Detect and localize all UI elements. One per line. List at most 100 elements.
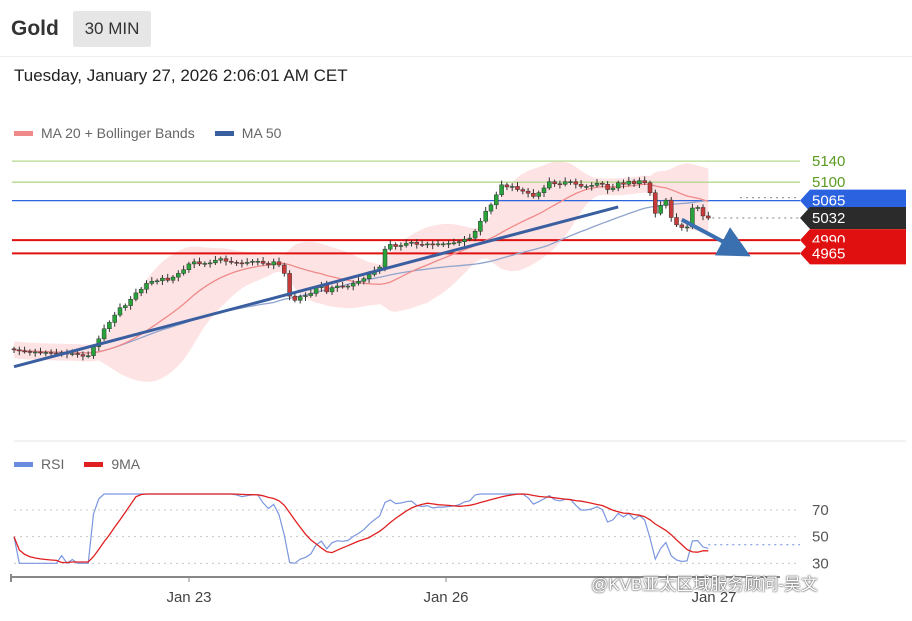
candle-body	[43, 352, 49, 354]
candle-body	[48, 352, 54, 354]
candle-body	[191, 261, 197, 265]
rsi-swatch	[14, 461, 33, 467]
candle-body	[292, 295, 298, 301]
candlestick-series	[11, 176, 711, 361]
candle-body	[128, 298, 133, 306]
chart-header: Gold 30 MIN	[0, 0, 912, 57]
candle-body	[494, 194, 499, 206]
x-axis: Jan 23 Jan 26 Jan 27	[10, 574, 780, 606]
candle-body	[610, 187, 616, 190]
bearish-arrow	[680, 217, 751, 257]
candle-body	[668, 199, 674, 218]
candle-body	[531, 193, 536, 197]
candle-body	[138, 288, 144, 294]
level-badge-5065	[800, 189, 906, 212]
candle-body	[435, 243, 441, 246]
candle-body	[525, 190, 531, 194]
candle-body	[621, 182, 626, 185]
bollinger-band-fill	[14, 161, 709, 382]
candle-body	[467, 237, 473, 240]
candle-body	[382, 248, 388, 268]
x-tick-label: Jan 23	[166, 589, 211, 606]
candle-body	[557, 183, 563, 186]
candle-body	[255, 261, 261, 263]
candle-body	[154, 280, 160, 283]
candle-body	[276, 261, 282, 266]
candle-body	[335, 285, 340, 288]
candle-body	[149, 281, 155, 284]
level-label-5100: 5100	[812, 174, 845, 191]
ma20-line	[13, 183, 709, 354]
candle-body	[584, 186, 589, 188]
candle-body	[483, 210, 488, 222]
x-tick-label: Jan 26	[423, 589, 468, 606]
candle-body	[218, 258, 223, 261]
candle-body	[181, 269, 186, 274]
candle-body	[38, 351, 43, 354]
candle-body	[11, 348, 17, 351]
candle-body	[594, 182, 600, 186]
support-trendline	[13, 205, 619, 369]
candle-body	[207, 262, 213, 265]
candle-body	[133, 292, 139, 300]
main-legend: MA 20 + Bollinger Bands MA 50	[14, 125, 281, 141]
moving-averages	[13, 183, 709, 354]
timestamp-label: Tuesday, January 27, 2026 2:06:01 AM CET	[14, 66, 348, 85]
candle-body	[329, 287, 335, 293]
candle-body	[22, 350, 27, 353]
legend-rsi-label: RSI	[41, 456, 65, 472]
candle-body	[642, 180, 647, 183]
candle-body	[589, 185, 594, 187]
candle-body	[202, 263, 208, 265]
candle-body	[626, 180, 632, 185]
candle-body	[85, 355, 91, 357]
candle-body	[345, 285, 351, 288]
candle-body	[393, 244, 398, 247]
candle-body	[223, 258, 229, 262]
candle-body	[234, 262, 239, 264]
candle-body	[536, 192, 541, 197]
candle-body	[552, 181, 557, 185]
candle-body	[75, 353, 80, 355]
candle-body	[297, 296, 303, 301]
candle-body	[32, 351, 38, 354]
candle-body	[488, 204, 494, 212]
candle-body	[356, 281, 361, 284]
rsi-line	[13, 493, 709, 565]
level-badge-4965	[800, 242, 906, 265]
candle-body	[91, 346, 96, 356]
candle-body	[578, 184, 584, 187]
candle-body	[287, 273, 292, 297]
candle-body	[499, 184, 504, 196]
ma20-swatch	[14, 130, 33, 136]
candle-body	[101, 328, 107, 340]
candle-body	[350, 283, 356, 287]
candle-body	[653, 192, 658, 214]
candle-body	[509, 186, 515, 188]
candle-body	[456, 241, 462, 244]
level-badge-5032	[800, 207, 906, 230]
candle-body	[340, 285, 345, 288]
rsi-level-label-30: 30	[812, 555, 829, 572]
candle-body	[515, 186, 520, 190]
candle-body	[117, 307, 123, 316]
candle-body	[324, 284, 329, 293]
legend-ma20-label: MA 20 + Bollinger Bands	[41, 125, 195, 141]
candle-body	[658, 205, 663, 214]
candle-body	[144, 283, 149, 290]
watermark: @KVB亚太区域服务顾问-吴文	[591, 575, 818, 594]
candle-body	[260, 261, 266, 264]
candle-body	[244, 262, 250, 264]
candle-body	[398, 245, 404, 247]
candle-body	[27, 351, 33, 353]
timeframe-button[interactable]: 30 MIN	[73, 11, 151, 47]
candle-body	[547, 181, 552, 189]
candle-body	[303, 295, 308, 297]
candle-body	[271, 261, 276, 266]
rsi-ma-swatch	[84, 461, 104, 467]
candle-body	[308, 293, 314, 296]
candle-body	[679, 224, 685, 228]
candle-body	[478, 220, 483, 232]
